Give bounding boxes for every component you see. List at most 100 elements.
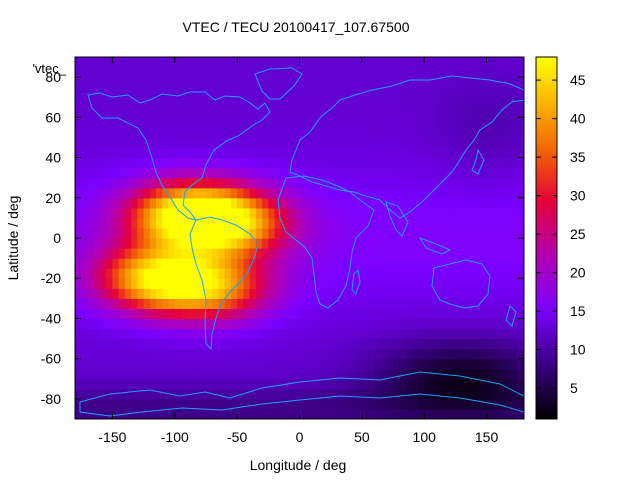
heatmap-cell: [237, 97, 244, 108]
heatmap-cell: [511, 298, 519, 309]
heatmap-cell: [511, 268, 519, 279]
heatmap-cell: [393, 137, 400, 149]
heatmap-cell: [149, 207, 157, 219]
colorbar-tick-label: 30: [570, 188, 586, 204]
heatmap-cell: [75, 338, 82, 350]
heatmap-cell: [417, 187, 425, 199]
heatmap-cell: [380, 107, 388, 118]
heatmap-cell: [330, 268, 338, 279]
heatmap-cell: [280, 398, 288, 410]
heatmap-cell: [268, 248, 276, 259]
heatmap-cell: [374, 258, 382, 269]
heatmap-cell: [293, 238, 301, 249]
heatmap-cell: [442, 358, 450, 370]
heatmap-cell: [324, 67, 332, 78]
heatmap-cell: [374, 67, 382, 78]
heatmap-cell: [424, 278, 432, 289]
heatmap-cell: [374, 388, 382, 400]
heatmap-cell: [143, 187, 151, 199]
heatmap-cell: [355, 298, 363, 309]
heatmap-cell: [343, 318, 350, 330]
heatmap-cell: [205, 147, 213, 159]
heatmap-cell: [162, 308, 170, 320]
heatmap-cell: [149, 107, 157, 118]
heatmap-cell: [224, 227, 232, 239]
heatmap-cell: [168, 97, 176, 108]
heatmap-cell: [81, 207, 89, 219]
heatmap-cell: [311, 298, 319, 309]
heatmap-cell: [324, 298, 332, 309]
heatmap-cell: [417, 107, 425, 118]
heatmap-cell: [243, 348, 251, 360]
heatmap-cell: [480, 87, 488, 98]
heatmap-cell: [187, 248, 195, 259]
heatmap-cell: [112, 97, 120, 108]
heatmap-cell: [424, 298, 432, 309]
heatmap-cell: [405, 77, 413, 88]
heatmap-cell: [174, 328, 182, 340]
heatmap-cell: [212, 378, 220, 390]
heatmap-cell: [237, 278, 244, 289]
heatmap-cell: [143, 67, 151, 78]
heatmap-cell: [368, 368, 375, 380]
heatmap-cell: [505, 368, 513, 380]
heatmap-cell: [305, 318, 313, 330]
heatmap-cell: [149, 217, 157, 229]
heatmap-cell: [318, 278, 326, 289]
heatmap-cell: [324, 368, 332, 380]
heatmap-cell: [199, 147, 207, 159]
heatmap-cell: [474, 177, 481, 189]
heatmap-cell: [99, 117, 107, 128]
heatmap-cell: [393, 157, 400, 169]
heatmap-cell: [205, 157, 213, 169]
heatmap-cell: [218, 77, 226, 88]
heatmap-cell: [87, 127, 95, 139]
heatmap-cell: [430, 177, 438, 189]
heatmap-cell: [137, 318, 145, 330]
heatmap-cell: [174, 318, 182, 330]
heatmap-cell: [131, 207, 138, 219]
heatmap-cell: [492, 248, 500, 259]
heatmap-cell: [87, 177, 95, 189]
heatmap-cell: [162, 137, 170, 149]
heatmap-cell: [486, 227, 494, 239]
heatmap-cell: [411, 348, 419, 360]
heatmap-cell: [436, 207, 444, 219]
heatmap-cell: [237, 318, 244, 330]
heatmap-cell: [442, 288, 450, 299]
heatmap-cell: [156, 368, 163, 380]
heatmap-cell: [386, 177, 394, 189]
heatmap-cell: [399, 338, 407, 350]
heatmap-cell: [274, 338, 282, 350]
heatmap-cell: [324, 187, 332, 199]
heatmap-cell: [193, 338, 201, 350]
heatmap-cell: [430, 137, 438, 149]
heatmap-cell: [230, 278, 238, 289]
heatmap-cell: [436, 147, 444, 159]
heatmap-cell: [181, 147, 188, 159]
heatmap-cell: [361, 298, 369, 309]
heatmap-cell: [305, 177, 313, 189]
heatmap-cell: [224, 207, 232, 219]
heatmap-cell: [187, 147, 195, 159]
heatmap-cell: [411, 87, 419, 98]
heatmap-cell: [93, 358, 101, 370]
heatmap-cell: [324, 338, 332, 350]
heatmap-cell: [230, 117, 238, 128]
heatmap-cell: [224, 167, 232, 179]
heatmap-cell: [386, 408, 394, 419]
heatmap-cell: [436, 217, 444, 229]
heatmap-cell: [255, 107, 263, 118]
heatmap-cell: [81, 268, 89, 279]
heatmap-cell: [467, 388, 475, 400]
heatmap-cell: [442, 187, 450, 199]
heatmap-cell: [399, 87, 407, 98]
heatmap-cell: [424, 127, 432, 139]
heatmap-cell: [424, 57, 432, 68]
heatmap-cell: [230, 348, 238, 360]
heatmap-cell: [187, 97, 195, 108]
heatmap-cell: [336, 227, 344, 239]
north-america-outline: [87, 91, 271, 221]
heatmap-cell: [174, 227, 182, 239]
heatmap-cell: [411, 97, 419, 108]
